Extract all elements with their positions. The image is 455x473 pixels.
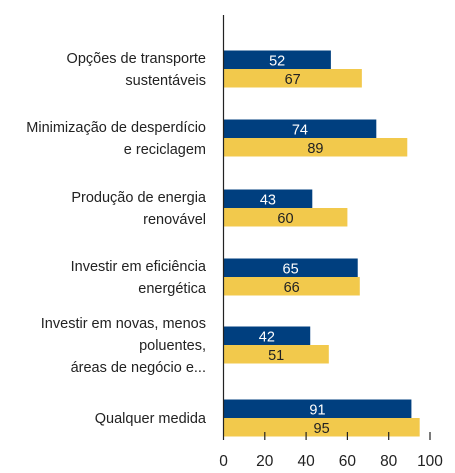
bar-value-label: 42 <box>259 329 275 345</box>
bar <box>223 345 329 364</box>
bar-value-label: 43 <box>260 192 276 208</box>
bar-value-label: 74 <box>292 122 308 138</box>
category-label: Investir em novas, menos <box>41 316 206 332</box>
bar <box>223 119 377 138</box>
category-label: Produção de energia <box>71 190 207 206</box>
bar <box>223 258 358 277</box>
bar-value-label: 91 <box>309 402 325 418</box>
category-label: Opções de transporte <box>67 51 206 67</box>
x-tick-label: 80 <box>380 453 398 470</box>
bar-value-label: 51 <box>268 348 284 364</box>
bar-value-label: 67 <box>285 72 301 88</box>
x-tick-label: 20 <box>256 453 274 470</box>
category-label: poluentes, <box>139 338 206 354</box>
bar-value-label: 65 <box>283 261 299 277</box>
category-label: sustentáveis <box>125 73 206 89</box>
bars <box>223 50 420 437</box>
category-label: Minimização de desperdício <box>26 120 206 136</box>
axes: 0 20 40 60 80 100 <box>219 15 443 470</box>
bar <box>223 138 408 157</box>
x-tick-label: 60 <box>339 453 357 470</box>
category-labels: Opções de transporte sustentáveis Minimiza… <box>26 51 207 427</box>
bar <box>223 326 311 345</box>
x-tick-label: 100 <box>417 453 443 470</box>
bar-value-label: 89 <box>307 141 323 157</box>
bar <box>223 189 313 208</box>
x-tick-label: 0 <box>219 453 228 470</box>
bar-value-label: 66 <box>284 280 300 296</box>
bar <box>223 69 362 88</box>
bar <box>223 277 360 296</box>
bar <box>223 399 412 418</box>
category-label: energética <box>138 281 207 297</box>
bar <box>223 50 331 69</box>
bar-value-label: 95 <box>314 421 330 437</box>
category-label: e reciclagem <box>124 142 206 158</box>
bar-value-label: 60 <box>277 211 293 227</box>
bar <box>223 208 348 227</box>
category-label: áreas de negócio e... <box>71 360 206 376</box>
x-tick-label: 40 <box>297 453 315 470</box>
category-label: renovável <box>143 212 206 228</box>
bar <box>223 418 420 437</box>
category-label: Qualquer medida <box>95 411 207 427</box>
category-label: Investir em eficiência <box>71 259 207 275</box>
bar-value-label: 52 <box>269 53 285 69</box>
